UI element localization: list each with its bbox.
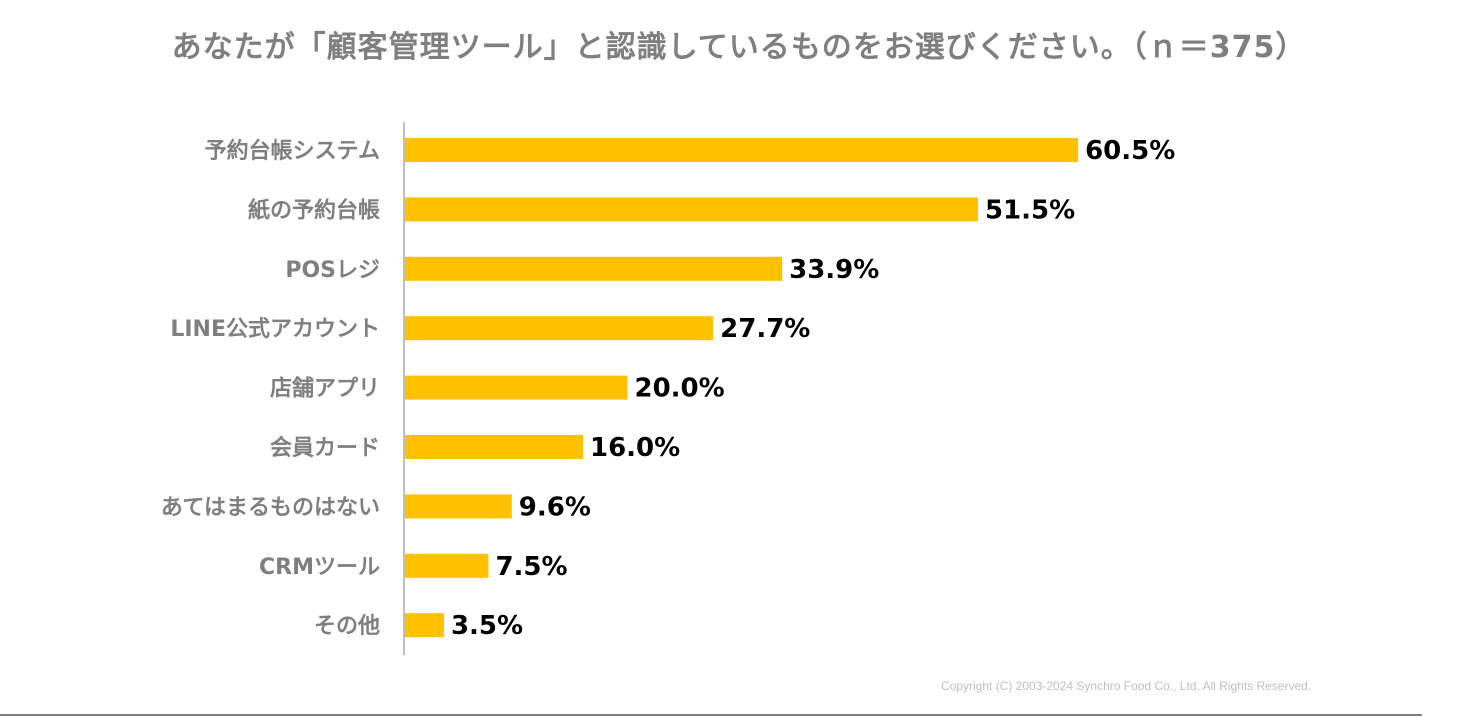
data-label: 33.9% xyxy=(789,255,879,285)
category-label: 予約台帳システム xyxy=(205,138,380,164)
data-label: 27.7% xyxy=(720,314,810,344)
category-label: LINE公式アカウント xyxy=(170,317,380,342)
bar xyxy=(405,138,1079,162)
data-label: 7.5% xyxy=(495,552,567,582)
data-label: 60.5% xyxy=(1085,136,1175,166)
data-label: 51.5% xyxy=(985,195,1075,225)
category-label: POSレジ xyxy=(285,258,380,283)
footer-divider xyxy=(0,714,1422,716)
category-label: あてはまるものはない xyxy=(161,495,380,520)
data-label: 3.5% xyxy=(451,611,523,641)
category-label: 店舗アプリ xyxy=(270,376,380,402)
bar xyxy=(405,316,714,341)
bar xyxy=(405,613,444,638)
bar xyxy=(405,494,512,519)
copyright-notice: Copyright (C) 2003-2024 Synchro Food Co.… xyxy=(941,679,1312,693)
bar xyxy=(405,197,978,222)
category-label: 紙の予約台帳 xyxy=(248,197,380,223)
category-label: その他 xyxy=(314,614,380,639)
bar xyxy=(405,553,489,578)
bar xyxy=(405,375,628,400)
category-label: CRMツール xyxy=(259,555,380,580)
data-label: 16.0% xyxy=(590,433,680,463)
chart-title: あなたが「顧客管理ツール」と認識しているものをお選びください。（ｎ＝375） xyxy=(171,30,1307,65)
bar xyxy=(405,256,783,281)
bar xyxy=(405,435,583,459)
data-label: 9.6% xyxy=(519,492,591,522)
data-label: 20.0% xyxy=(635,374,725,404)
category-label: 会員カード xyxy=(270,435,380,461)
